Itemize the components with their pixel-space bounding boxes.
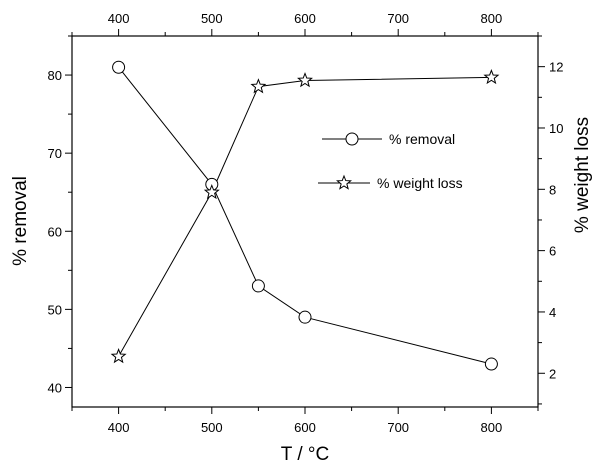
y-right-tick-label: 6 [549, 244, 556, 259]
data-point-circle [484, 357, 498, 371]
y-right-tick-label: 2 [549, 366, 556, 381]
plot-frame [71, 35, 539, 408]
legend-weightloss-marker [336, 174, 352, 190]
data-point-circle [251, 279, 265, 293]
y-right-tick-label: 8 [549, 182, 556, 197]
legend-removal-label: % removal [389, 131, 455, 147]
data-point-circle [112, 60, 126, 74]
y-left-tick-label: 40 [48, 380, 62, 395]
x-tick-label: 500 [201, 420, 223, 435]
series-marks [110, 60, 500, 371]
data-point-star [297, 72, 313, 88]
legend-weightloss-label: % weight loss [377, 175, 463, 191]
y-left-tick-label: 60 [48, 224, 62, 239]
data-point-star [250, 78, 267, 94]
x-tick-label: 800 [481, 420, 503, 435]
x-top-tick-label: 800 [481, 11, 503, 26]
y-left-tick-label: 50 [48, 302, 62, 317]
legend: % removal % weight loss [318, 131, 463, 191]
data-point-star [483, 68, 500, 85]
data-point-star [203, 183, 220, 200]
x-top-tick-label: 400 [108, 11, 130, 26]
y-left-axis-label: % removal [10, 176, 31, 266]
y-left-tick-label: 80 [48, 68, 62, 83]
y-right-axis-label: % weight loss [572, 117, 593, 233]
x-tick-label: 600 [294, 420, 316, 435]
x-top-tick-label: 700 [387, 11, 409, 26]
x-tick-label: 400 [108, 420, 130, 435]
y-right-tick-label: 12 [549, 60, 563, 75]
ticks: 400 400 500 500 600 600 700 700 800 800 40 50 60 70 80… [48, 11, 564, 435]
x-axis-label: T / °C [281, 444, 329, 465]
data-point-star [110, 348, 127, 364]
legend-removal-marker [345, 132, 359, 146]
x-tick-label: 700 [387, 420, 409, 435]
data-point-circle [298, 310, 312, 324]
x-top-tick-label: 500 [201, 11, 223, 26]
y-right-tick-label: 10 [549, 121, 563, 136]
y-left-tick-label: 70 [48, 146, 62, 161]
y-right-tick-label: 4 [549, 305, 556, 320]
x-top-tick-label: 600 [294, 11, 316, 26]
